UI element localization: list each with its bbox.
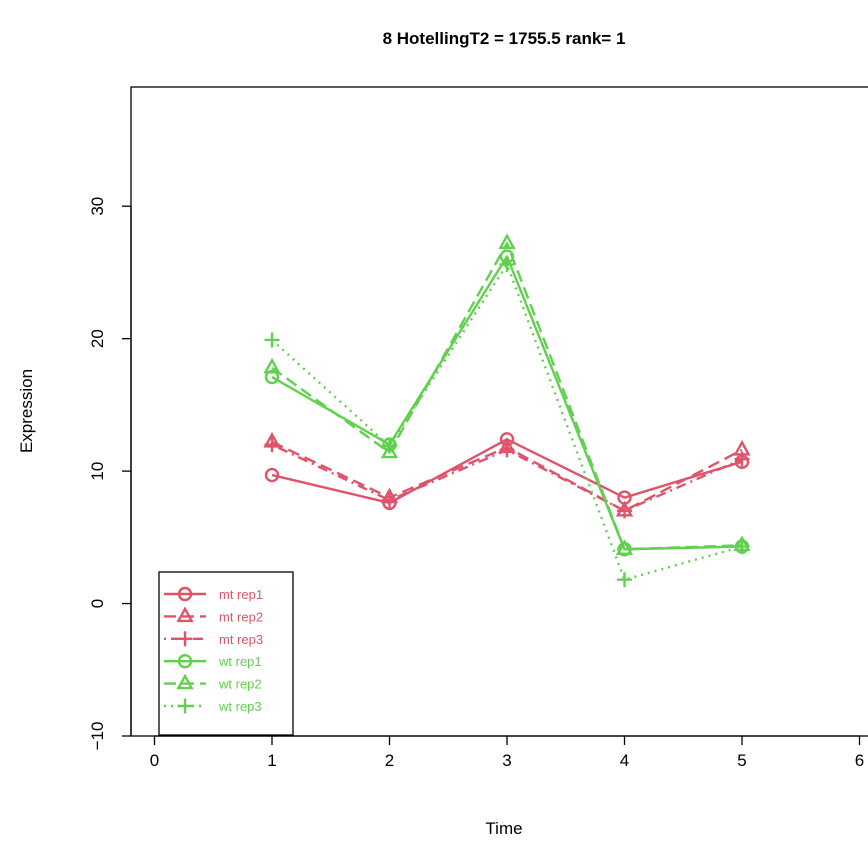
x-tick-label: 4 — [620, 751, 629, 770]
series-wt-rep2 — [263, 233, 751, 555]
x-tick-label: 6 — [855, 751, 864, 770]
series-layer — [263, 233, 751, 588]
legend: mt rep1 mt rep2 mt rep3 wt rep1 wt rep2 wt re… — [158, 571, 294, 736]
legend-label: wt rep2 — [218, 677, 262, 692]
series-wt-rep3 — [264, 256, 750, 588]
legend-item: wt rep3 — [164, 698, 262, 714]
data-point — [382, 438, 397, 454]
legend-label: mt rep3 — [219, 632, 263, 647]
series-line — [271, 242, 743, 551]
data-point — [382, 492, 397, 508]
legend-label: wt rep3 — [218, 699, 262, 714]
data-point — [263, 357, 281, 374]
data-point — [734, 539, 750, 555]
series-line — [271, 263, 743, 581]
data-point — [264, 369, 280, 385]
chart-title: 8 HotellingT2 = 1755.5 rank= 1 — [383, 29, 626, 48]
data-point — [734, 451, 750, 467]
y-tick-label: 10 — [88, 462, 107, 481]
y-tick-label: 20 — [88, 329, 107, 348]
data-point — [499, 442, 515, 458]
x-tick-label: 3 — [502, 751, 511, 770]
series-line — [271, 255, 743, 551]
legend-item: wt rep1 — [164, 654, 262, 669]
x-axis-label: Time — [485, 819, 522, 838]
legend-item: mt rep1 — [164, 586, 263, 602]
data-point — [498, 233, 516, 249]
x-tick-label: 0 — [150, 751, 159, 770]
x-tick-label: 2 — [385, 751, 394, 770]
legend-marker — [177, 631, 193, 647]
y-tick-label: 0 — [88, 599, 107, 608]
series-mt-rep3 — [264, 437, 750, 519]
legend-marker — [177, 698, 193, 714]
legend-item: wt rep2 — [164, 673, 262, 692]
y-tick-label: 30 — [88, 197, 107, 216]
legend-label: mt rep2 — [219, 609, 263, 624]
data-point — [617, 572, 632, 588]
axis-layer: 0 1 2 3 4 5 6 −10 0 10 20 30 — [88, 197, 864, 770]
data-point — [264, 332, 280, 348]
legend-marker — [176, 606, 194, 623]
legend-marker — [176, 673, 194, 690]
legend-marker — [177, 654, 193, 669]
data-point — [615, 539, 634, 555]
data-point — [264, 437, 280, 453]
data-point — [617, 503, 632, 519]
legend-item: mt rep3 — [164, 631, 263, 647]
series-wt-rep1 — [264, 249, 750, 557]
legend-item: mt rep2 — [164, 606, 263, 624]
legend-label: mt rep1 — [219, 587, 263, 602]
legend-marker — [177, 586, 193, 602]
data-point — [380, 442, 399, 459]
data-point — [499, 256, 515, 272]
y-tick-label: −10 — [88, 722, 107, 751]
y-axis-label: Expression — [17, 369, 36, 453]
x-tick-label: 1 — [267, 751, 276, 770]
data-point — [264, 467, 280, 483]
legend-label: wt rep1 — [218, 654, 262, 669]
x-tick-label: 5 — [737, 751, 746, 770]
